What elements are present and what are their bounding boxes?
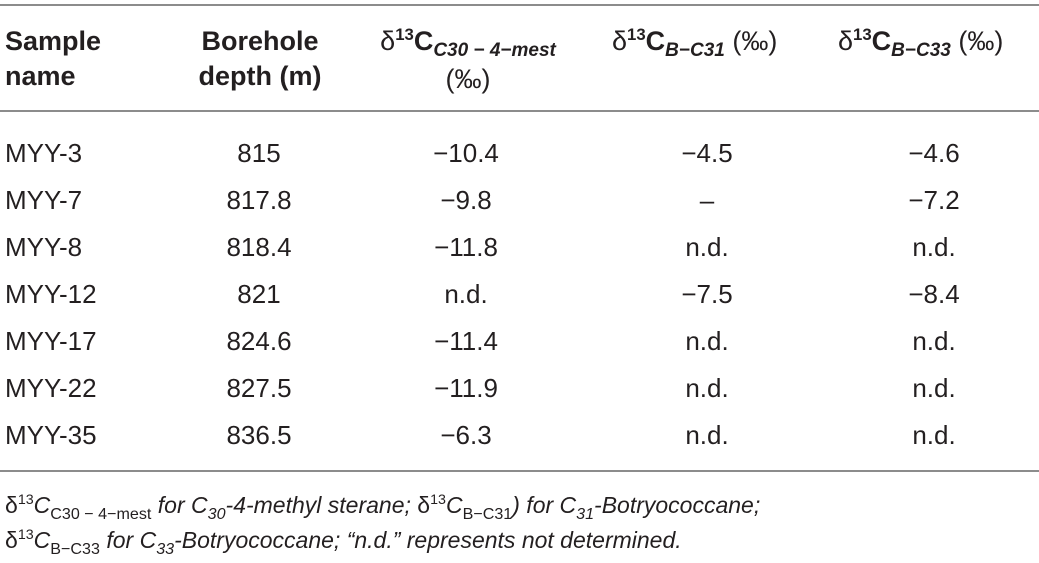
cell-c30: n.d. (444, 279, 488, 309)
cell-sample: MYY-3 (5, 138, 83, 168)
header-sample-line1: Sample (5, 26, 102, 56)
cell-depth: 818.4 (226, 232, 292, 262)
header-borehole-depth: Borehole depth (m) (190, 24, 330, 94)
cell-depth: 827.5 (226, 373, 292, 403)
header-sample-name: Sample name (5, 24, 101, 94)
header-depth-line2: depth (m) (198, 61, 322, 91)
cell-depth: 836.5 (226, 420, 292, 450)
cell-sample: MYY-17 (5, 326, 97, 356)
cell-c30: −11.9 (434, 373, 498, 403)
header-rule (0, 110, 1039, 112)
cell-sample: MYY-7 (5, 185, 83, 215)
top-rule (0, 4, 1039, 6)
cell-c33: n.d. (912, 232, 956, 262)
cell-c31: n.d. (685, 232, 729, 262)
cell-sample: MYY-22 (5, 373, 97, 403)
header-sample-line2: name (5, 61, 76, 91)
header-c30-line1: δ13CC30 − 4−mest (380, 24, 556, 61)
cell-c31: −7.5 (681, 279, 733, 309)
cell-c31: −4.5 (681, 138, 733, 168)
cell-depth: 817.8 (226, 185, 292, 215)
cell-c31: – (699, 185, 715, 215)
cell-c31: n.d. (685, 373, 729, 403)
bottom-rule (0, 470, 1039, 472)
cell-c31: n.d. (685, 326, 729, 356)
cell-c33: n.d. (912, 373, 956, 403)
header-depth-line1: Borehole (201, 26, 319, 56)
header-c33: δ13CB−C33 (‰) (838, 24, 1004, 61)
cell-c30: −6.3 (440, 420, 492, 450)
cell-c30: −11.8 (434, 232, 498, 262)
cell-c30: −9.8 (440, 185, 492, 215)
cell-depth: 824.6 (226, 326, 292, 356)
cell-c33: −8.4 (908, 279, 960, 309)
cell-depth: 815 (237, 138, 281, 168)
cell-sample: MYY-12 (5, 279, 97, 309)
cell-c33: n.d. (912, 420, 956, 450)
cell-c31: n.d. (685, 420, 729, 450)
cell-sample: MYY-8 (5, 232, 83, 262)
table-footnote: δ13CC30 − 4−mest for C30-4-methyl steran… (5, 492, 761, 558)
cell-c33: −4.6 (908, 138, 960, 168)
cell-c30: −10.4 (433, 138, 499, 168)
header-c30: δ13CC30 − 4−mest (‰) (348, 24, 588, 97)
cell-sample: MYY-35 (5, 420, 97, 450)
cell-c33: −7.2 (908, 185, 960, 215)
cell-depth: 821 (237, 279, 281, 309)
header-c31: δ13CB−C31 (‰) (612, 24, 778, 61)
header-c30-unit: (‰) (445, 64, 491, 94)
cell-c30: −11.4 (434, 326, 498, 356)
cell-c33: n.d. (912, 326, 956, 356)
